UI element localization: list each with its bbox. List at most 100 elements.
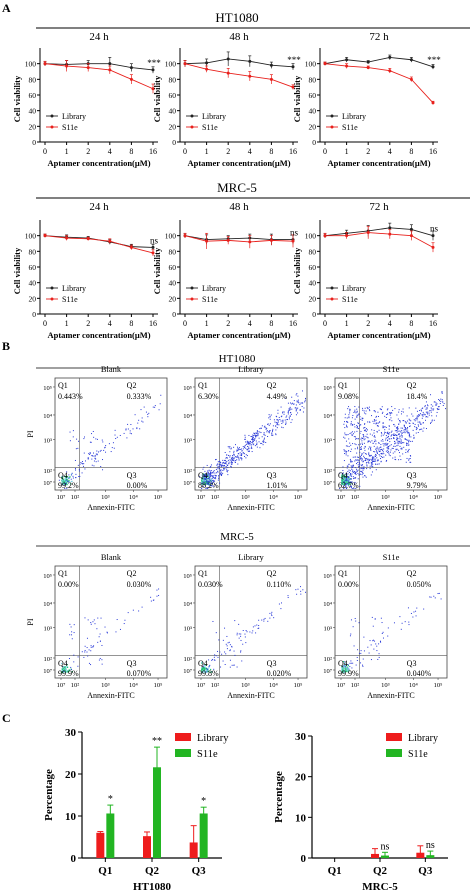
event-dot xyxy=(62,479,64,482)
event-dot xyxy=(343,481,345,483)
event-dot xyxy=(397,430,399,432)
event-dot xyxy=(199,476,201,478)
event-dot xyxy=(90,650,92,652)
data-point-s11e xyxy=(129,77,133,81)
event-dot xyxy=(385,442,387,444)
event-dot xyxy=(125,429,127,431)
quadrant-label-q4: Q4 xyxy=(58,471,68,480)
event-dot xyxy=(74,468,76,470)
event-dot xyxy=(210,473,212,475)
event-dot xyxy=(356,656,358,658)
event-dot xyxy=(376,431,378,433)
event-dot xyxy=(287,418,289,420)
quadrant-label-q1: Q1 xyxy=(58,381,68,390)
x-tick-label: 2 xyxy=(366,147,370,156)
flow-plot-title: Blank xyxy=(101,364,122,374)
event-dot xyxy=(350,444,352,446)
event-dot xyxy=(272,428,274,430)
event-dot xyxy=(252,436,254,438)
event-dot xyxy=(90,622,92,624)
event-dot xyxy=(345,488,347,489)
event-dot xyxy=(141,420,143,422)
event-dot xyxy=(230,461,232,463)
event-dot xyxy=(349,666,351,668)
x-tick-label: 10⁷ xyxy=(57,494,66,501)
quadrant-label-q2: Q2 xyxy=(407,569,417,578)
event-dot xyxy=(288,418,290,420)
event-dot xyxy=(215,478,217,480)
event-dot xyxy=(349,412,351,414)
event-dot xyxy=(64,479,66,481)
event-dot xyxy=(341,477,343,480)
event-dot xyxy=(215,475,217,477)
event-dot xyxy=(356,416,358,418)
event-dot xyxy=(370,659,372,661)
event-dot xyxy=(350,450,352,452)
event-dot xyxy=(405,449,407,451)
event-dot xyxy=(384,443,386,445)
data-point-s11e xyxy=(248,240,252,244)
event-dot xyxy=(67,482,70,484)
event-dot xyxy=(405,461,407,463)
event-dot xyxy=(390,431,392,433)
event-dot xyxy=(268,414,270,416)
event-dot xyxy=(96,438,98,440)
event-dot xyxy=(89,452,91,454)
data-point-s11e xyxy=(388,69,392,73)
event-dot xyxy=(147,413,149,415)
event-dot xyxy=(363,435,365,437)
event-dot xyxy=(245,454,247,456)
event-dot xyxy=(374,439,376,441)
event-dot xyxy=(251,436,253,438)
event-dot xyxy=(252,440,254,442)
flow-plot-title: Blank xyxy=(101,552,122,562)
data-point-library xyxy=(345,58,349,62)
event-dot xyxy=(63,482,65,485)
event-dot xyxy=(370,446,372,448)
event-dot xyxy=(238,637,240,639)
event-dot xyxy=(380,431,382,433)
event-dot xyxy=(347,483,349,485)
event-dot xyxy=(208,665,210,667)
event-dot xyxy=(351,461,353,463)
data-point-library xyxy=(151,68,155,72)
event-dot xyxy=(386,432,388,434)
x-tick-label: 8 xyxy=(129,147,133,156)
event-dot xyxy=(374,435,376,437)
event-dot xyxy=(287,411,289,413)
event-dot xyxy=(361,440,363,442)
bar-s11e xyxy=(106,813,115,858)
event-dot xyxy=(349,473,351,475)
event-dot xyxy=(374,451,376,453)
event-dot xyxy=(296,401,298,403)
series-line-library xyxy=(184,58,294,68)
data-point-s11e xyxy=(248,74,252,78)
event-dot xyxy=(342,669,344,671)
event-dot xyxy=(421,413,423,415)
event-dot xyxy=(98,636,100,638)
event-dot xyxy=(204,668,206,670)
event-dot xyxy=(374,436,376,438)
event-dot xyxy=(348,450,350,452)
event-dot xyxy=(81,463,83,465)
event-dot xyxy=(245,642,247,644)
event-dot xyxy=(368,446,370,448)
event-dot xyxy=(280,602,282,604)
event-dot xyxy=(347,465,349,467)
event-dot xyxy=(265,442,267,444)
event-dot xyxy=(123,623,125,625)
event-dot xyxy=(104,626,106,628)
event-dot xyxy=(401,430,403,432)
event-dot xyxy=(406,439,408,441)
event-dot xyxy=(350,424,352,426)
event-dot xyxy=(127,428,129,430)
event-dot xyxy=(346,476,348,479)
event-dot xyxy=(236,450,238,452)
event-dot xyxy=(423,414,425,416)
event-dot xyxy=(104,446,106,448)
event-dot xyxy=(350,619,352,621)
event-dot xyxy=(372,625,374,627)
event-dot xyxy=(350,461,352,463)
event-dot xyxy=(382,450,384,452)
event-dot xyxy=(425,416,427,418)
